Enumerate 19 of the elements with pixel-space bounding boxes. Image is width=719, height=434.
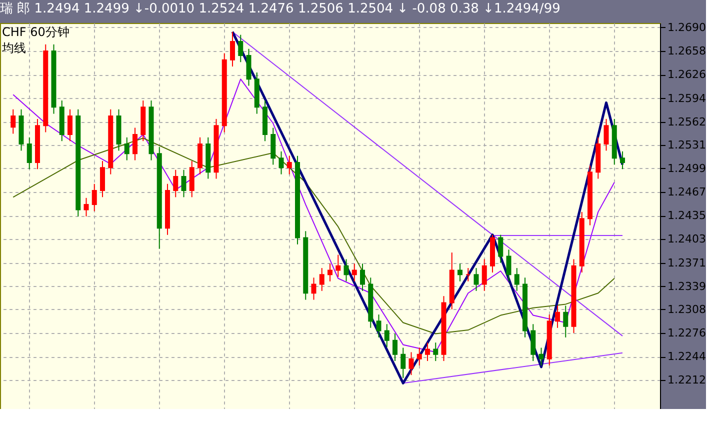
chart-title: 瑞 郎 1.2494 1.2499 ↓-0.0010 1.2524 1.2476 1.2506 1.2504 ↓ -0.08 0.38 ↓1.2494/99: [0, 0, 560, 16]
y-tick-label: 1.2308: [668, 302, 706, 316]
chart-subtitle: CHF 60分钟: [2, 25, 70, 39]
y-tick-label: 1.2403: [668, 232, 706, 246]
y-tick-label: 1.2531: [668, 138, 706, 152]
y-tick-label: 1.2690: [668, 20, 706, 34]
y-tick-label: 1.2562: [668, 115, 706, 128]
y-tick-label: 1.2658: [668, 44, 706, 58]
y-tick-label: 1.2244: [668, 350, 706, 364]
y-tick-label: 1.2339: [668, 280, 706, 293]
y-tick-label: 1.2276: [668, 326, 706, 340]
y-tick-label: 1.2212: [668, 374, 706, 387]
annotation: 均线: [1, 41, 26, 55]
y-tick-label: 1.2499: [668, 162, 706, 175]
y-tick-label: 1.2626: [668, 68, 706, 82]
y-tick-label: 1.2435: [668, 209, 706, 222]
y-tick-label: 1.2594: [668, 92, 706, 105]
y-tick-label: 1.2467: [668, 186, 706, 199]
y-tick-label: 1.2371: [668, 256, 706, 270]
